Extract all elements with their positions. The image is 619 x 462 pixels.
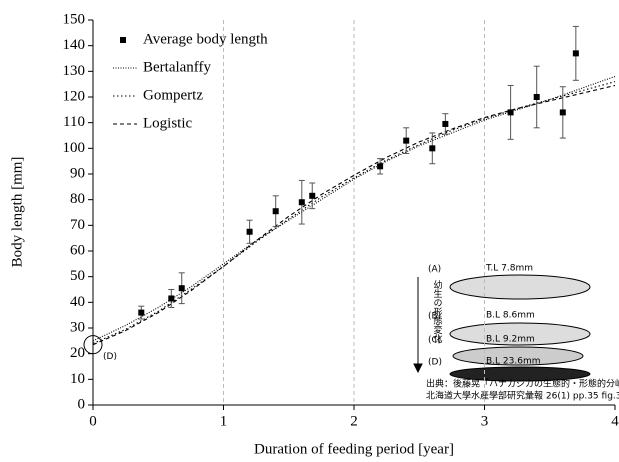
x-tick-label: 2 [350,413,358,429]
stage-size: T.L 7.8mm [485,264,533,274]
legend-label: Bertalanffy [143,59,212,75]
y-tick-label: 40 [70,294,85,310]
point [309,192,316,199]
x-tick-label: 3 [481,413,489,429]
legend-label: Gompertz [143,87,203,103]
y-tick-label: 140 [63,37,86,53]
stage-size: B.L 23.6mm [486,357,540,367]
fish-drawing [452,346,584,366]
stage-label: (C) [428,336,441,346]
point [377,163,384,170]
y-tick-label: 90 [70,165,85,181]
point [403,137,410,144]
y-tick-label: 80 [70,191,85,207]
point [168,295,175,302]
y-axis-label: Body length [mm] [9,157,25,268]
stage-size: B.L 8.6mm [486,311,535,321]
point [533,94,540,100]
fish-drawing [449,274,591,300]
inset-caption: 幼生の形態変化 [432,279,443,344]
stage-label: (D) [428,358,442,368]
y-tick-label: 100 [63,140,86,156]
point [507,109,514,116]
stage-label: (B) [428,312,441,322]
point [442,120,449,127]
x-tick-label: 0 [89,413,97,429]
legend-marker [120,37,126,43]
legend-label: Logistic [143,115,193,131]
point [298,199,305,206]
stage-label: (A) [428,265,441,275]
y-tick-label: 110 [63,114,85,130]
point [429,145,436,152]
y-tick-label: 60 [70,242,85,258]
inset-source: 出典：後藤晃「ハナカジカの生態的・形態的分岐 -I [426,378,619,390]
x-axis-label: Duration of feeding period [year] [254,441,454,457]
inset-source: 北海道大學水產學部研究彙報 26(1) pp.35 fig.3 [426,390,619,402]
origin-circle [83,335,103,355]
arrow-head [413,363,423,374]
y-tick-label: 120 [63,88,86,104]
x-tick-label: 1 [220,413,228,429]
x-tick-label: 4 [611,413,619,429]
origin-note: (D) [103,352,117,362]
y-tick-label: 20 [70,345,85,361]
point [138,309,145,316]
legend-label: Average body length [143,31,268,47]
y-tick-label: 10 [70,371,85,387]
y-tick-label: 150 [63,11,86,27]
y-tick-label: 30 [70,319,85,335]
point [246,228,253,235]
stage-size: B.L 9.2mm [486,335,535,345]
point [572,50,579,57]
y-tick-label: 130 [63,63,86,79]
fit-curve [92,84,616,346]
y-tick-label: 70 [70,217,85,233]
y-tick-label: 50 [70,268,85,284]
point [178,285,185,292]
y-tick-label: 0 [78,396,86,412]
point [559,109,566,116]
point [272,208,279,215]
